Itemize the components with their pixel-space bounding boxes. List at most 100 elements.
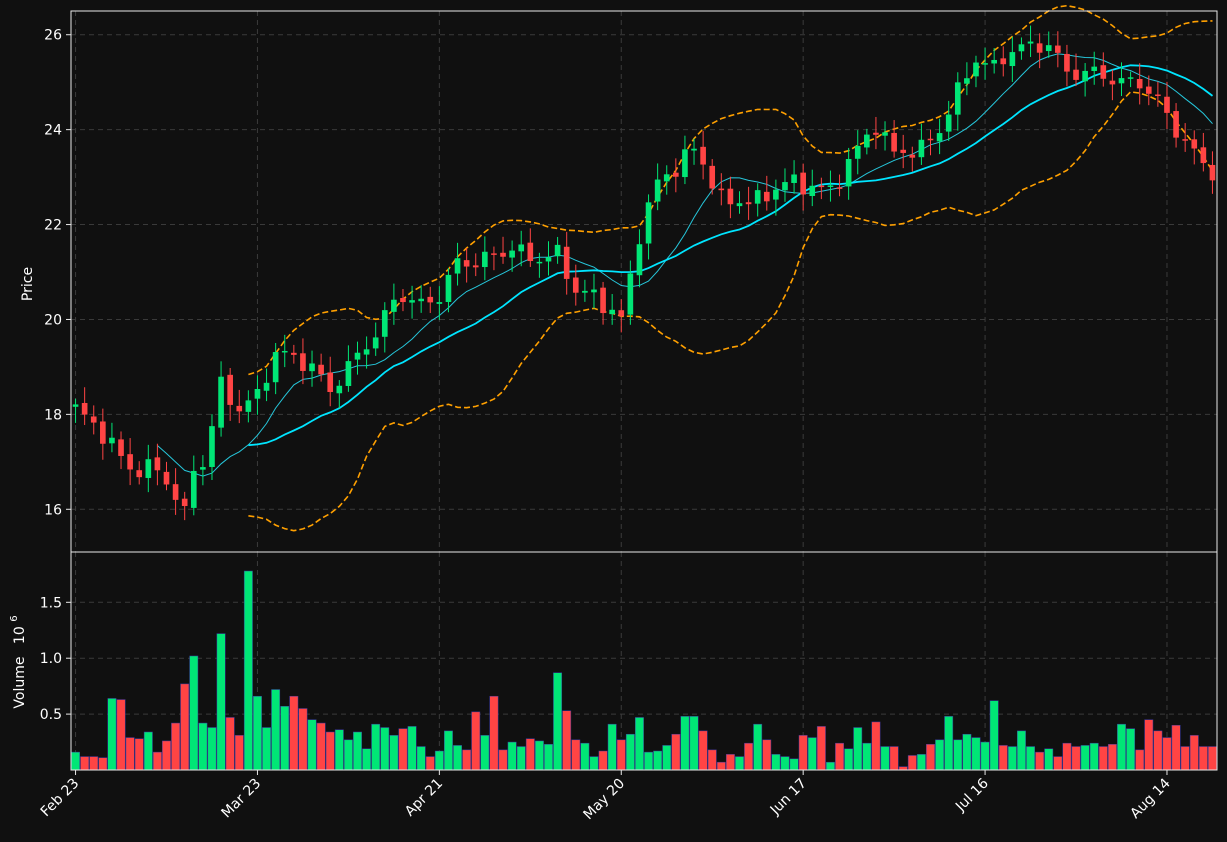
candle-body: [245, 400, 252, 412]
candle-body: [882, 132, 888, 136]
candle-body: [272, 352, 279, 383]
price-ytick-label: 18: [44, 407, 62, 423]
volume-bar: [998, 745, 1008, 771]
candle-body: [418, 298, 424, 302]
candle-body: [727, 188, 734, 205]
volume-bar: [162, 740, 171, 771]
volume-bar: [444, 730, 453, 771]
candle-body: [563, 246, 570, 279]
volume-bar: [853, 727, 863, 771]
volume-bar: [189, 655, 199, 771]
candle-body: [918, 139, 925, 158]
candle-body: [1109, 80, 1116, 85]
volume-bar: [1062, 742, 1072, 771]
candle-body: [1064, 53, 1070, 72]
candle-body: [190, 470, 197, 508]
volume-bar: [80, 756, 90, 771]
candle-body: [864, 134, 870, 148]
candle-body: [964, 78, 970, 84]
candle-body: [109, 437, 115, 444]
candle-body: [854, 145, 861, 159]
candle-body: [372, 337, 379, 349]
candle-body: [1155, 94, 1161, 97]
volume-bar: [553, 672, 563, 771]
volume-bar: [216, 633, 226, 771]
candle-body: [591, 289, 597, 293]
candle-body: [1018, 44, 1025, 52]
candle-body: [982, 63, 988, 65]
volume-bar: [243, 570, 253, 771]
volume-bar: [916, 754, 926, 771]
volume-bar: [771, 754, 781, 771]
volume-bar: [498, 749, 508, 771]
volume-bar: [971, 737, 981, 771]
candle-body: [1182, 139, 1188, 141]
bollinger-bands: [248, 4, 1214, 532]
volume-bar: [389, 735, 399, 771]
volume-bar: [1171, 725, 1181, 771]
volume-bar: [1044, 748, 1054, 771]
bollinger-upper-band: [248, 4, 1213, 376]
candle-body: [236, 405, 243, 412]
candle-body: [991, 59, 997, 64]
candle-body: [609, 309, 615, 315]
volume-bar: [844, 748, 854, 771]
candle-body: [318, 364, 324, 375]
candle-body: [1200, 147, 1207, 164]
candle-body: [1173, 111, 1179, 138]
volume-bar: [225, 717, 235, 771]
volume-bar: [680, 716, 690, 771]
volume-bar: [635, 717, 644, 771]
candle-body: [1145, 86, 1152, 94]
volume-bar: [207, 727, 217, 771]
volume-bar: [598, 750, 608, 771]
volume-bar: [871, 721, 881, 771]
volume-bar: [471, 711, 481, 771]
volume-bar: [926, 744, 935, 771]
candle-body: [682, 149, 688, 178]
candle-body: [1045, 45, 1052, 52]
candle-body: [1036, 43, 1043, 53]
volume-bar: [725, 754, 735, 771]
volume-bar: [798, 735, 808, 771]
candle-body: [736, 203, 743, 207]
volume-bar: [534, 740, 544, 771]
candle-body: [436, 302, 443, 304]
candle-body: [254, 389, 261, 399]
volume-bar: [644, 751, 653, 771]
candle-body: [1100, 65, 1107, 79]
candle-body: [263, 382, 270, 391]
volume-bar: [1208, 746, 1217, 771]
candle-body: [1055, 45, 1061, 53]
moving-averages: [157, 53, 1214, 477]
candle-body: [200, 467, 206, 470]
volume-bar: [735, 756, 744, 771]
volume-bar: [989, 700, 999, 771]
volume-bar: [107, 698, 117, 771]
candle-body: [491, 253, 497, 255]
candle-body: [673, 172, 679, 177]
price-ytick-label: 22: [44, 218, 62, 234]
candle-body: [163, 471, 170, 485]
volume-bar: [780, 756, 790, 771]
volume-bar: [753, 723, 763, 771]
candle-body: [754, 190, 761, 204]
candle-body: [873, 132, 879, 135]
candle-body: [691, 148, 697, 151]
candle-body: [81, 402, 88, 415]
volume-bar: [125, 737, 135, 771]
volume-ytick-label: 1.0: [40, 651, 62, 667]
volume-bar: [1071, 746, 1081, 771]
volume-bar: [262, 727, 271, 771]
candle-body: [554, 244, 561, 257]
candle-body: [909, 154, 916, 158]
volume-bar: [1117, 723, 1126, 771]
candle-body: [627, 273, 634, 315]
volume-bar: [589, 756, 599, 771]
volume-bar: [298, 708, 308, 771]
candle-body: [827, 185, 834, 187]
candle-body: [1027, 41, 1034, 44]
volume-bar: [880, 746, 890, 771]
volume-bar: [1026, 746, 1035, 771]
